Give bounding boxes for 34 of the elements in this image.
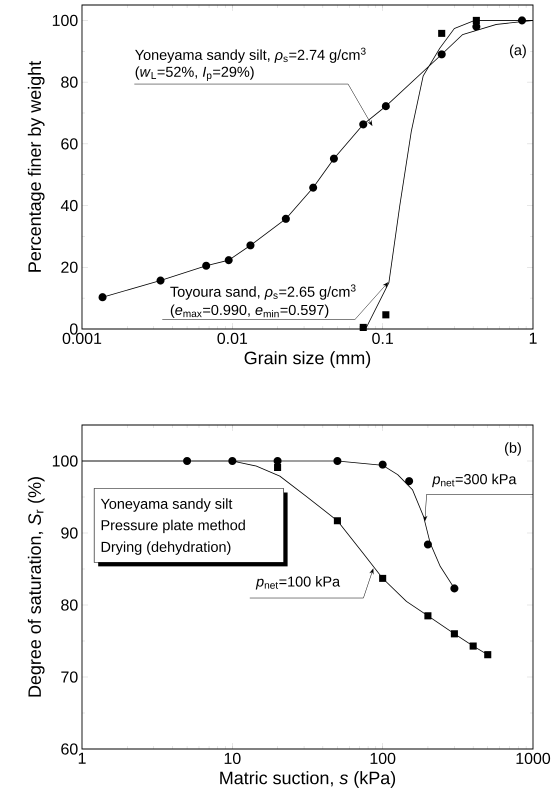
y-tick-label: 40	[60, 200, 78, 212]
annotation: Drying (dehydration)	[102, 541, 230, 555]
annotation: Yoneyama sandy silt, ρ$_{s}$=2.74 g/cm$^{3}$	[135, 48, 366, 63]
annotation: (w$_{L}$=52%, I$_{p}$=29%)	[136, 66, 254, 82]
annotation: (b)	[505, 442, 521, 456]
y-tick-label: 100	[52, 455, 78, 467]
annotation: (e$_{max}$=0.990, e$_{min}$=0.597)	[170, 304, 328, 318]
y-tick-label: 80	[61, 599, 78, 611]
x-tick-label: 10	[224, 752, 241, 764]
y-tick-label: 0	[70, 323, 78, 335]
annotation: Toyoura sand, ρ$_{s}$=2.65 g/cm$^{3}$	[170, 284, 356, 300]
x-tick-label: 1	[530, 332, 537, 344]
annotation: (a)	[510, 44, 526, 58]
y-tick-label: 60	[61, 138, 78, 150]
y-tick-label: 100	[52, 14, 78, 26]
x-tick-label: 100	[370, 752, 396, 764]
y-tick-label: 60	[61, 743, 78, 755]
x-tick-label: 0.001	[62, 332, 102, 344]
y-tick-label: 20	[61, 262, 78, 273]
x-tick-label: 1	[78, 752, 86, 764]
x-tick-label: 0.01	[217, 332, 248, 344]
x-tick-label: 0.1	[372, 332, 393, 344]
annotation: Yoneyama sandy silt	[100, 498, 232, 512]
y-axis-title: Degree of saturation, S$_{r}$ (%)	[28, 477, 45, 697]
x-tick-label: 1000	[516, 752, 550, 764]
annotation: Pressure plate method	[102, 520, 245, 534]
annotation: p$_{net}$=300 kPa	[432, 474, 516, 488]
x-axis-title: Grain size (mm)	[244, 351, 370, 368]
x-axis-title: Matric suction, s (kPa)	[220, 771, 396, 788]
y-tick-label: 80	[61, 76, 78, 88]
y-tick-label: 70	[61, 671, 78, 683]
y-axis-title: Percentage finer by weight	[28, 60, 45, 272]
y-tick-label: 90	[61, 527, 78, 539]
annotation: p$_{net}$=100 kPa	[256, 576, 340, 590]
